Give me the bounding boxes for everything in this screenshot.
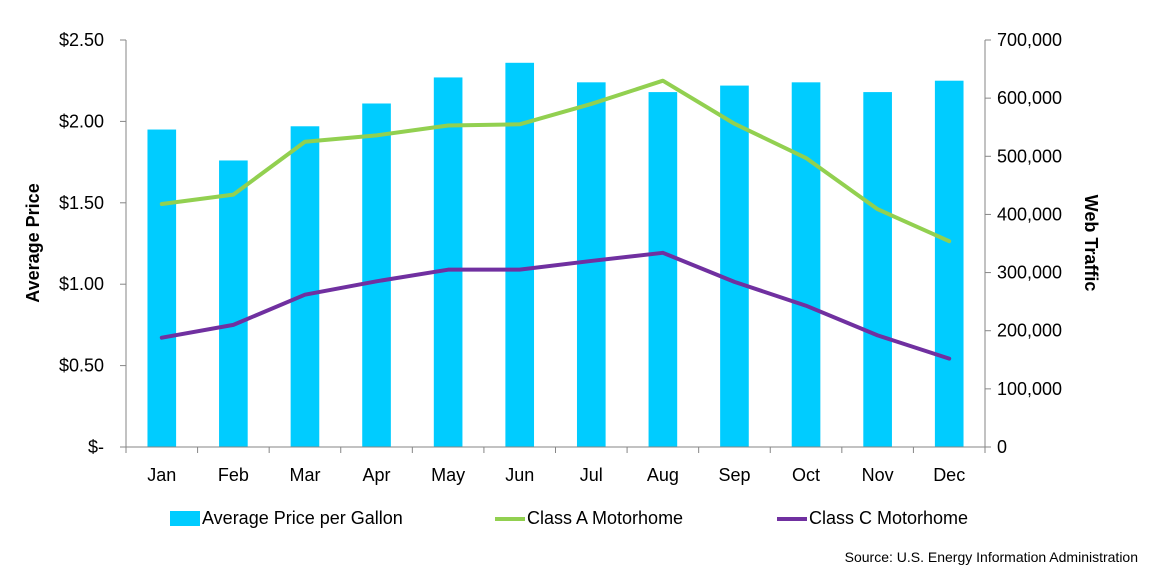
source-note: Source: U.S. Energy Information Administ…: [844, 549, 1138, 565]
axes-group: [120, 39, 991, 453]
y2-tick-label: 600,000: [997, 88, 1062, 108]
y2-tick-label: 100,000: [997, 379, 1062, 399]
y2-tick-label: 700,000: [997, 30, 1062, 50]
y2-tick-label: 0: [997, 437, 1007, 457]
legend-item-class-c: Class C Motorhome: [777, 508, 968, 529]
y2-tick-label: 500,000: [997, 146, 1062, 166]
bar-dec: [934, 80, 964, 447]
legend-label-price: Average Price per Gallon: [202, 508, 403, 528]
y-tick-label: $2.00: [59, 111, 104, 131]
legend-label-class-c: Class C Motorhome: [809, 508, 969, 528]
legend-swatch-class-a: [495, 516, 525, 521]
x-tick-label: Sep: [718, 465, 750, 485]
y2-tick-label: 200,000: [997, 321, 1062, 341]
y2-tick-label: 400,000: [997, 204, 1062, 224]
y-tick-label: $0.50: [59, 356, 104, 376]
bar-nov: [863, 92, 892, 447]
x-tick-label: Feb: [218, 465, 249, 485]
x-tick-label: Jul: [580, 465, 603, 485]
legend-label-class-a: Class A Motorhome: [527, 508, 684, 528]
bar-feb: [219, 160, 248, 448]
y-tick-label: $-: [88, 437, 104, 457]
bar-sep: [720, 85, 749, 448]
legend-swatch-class-c: [777, 516, 807, 521]
x-tick-label: Dec: [933, 465, 965, 485]
legend-item-price: Average Price per Gallon: [170, 508, 403, 529]
x-tick-label: Mar: [289, 465, 320, 485]
y-tick-label: $1.50: [59, 193, 104, 213]
y2-axis-title: Web Traffic: [1081, 195, 1101, 292]
bar-jul: [576, 82, 606, 447]
labels-group: $- $0.50 $1.00 $1.50 $2.00 $2.50 0 100,000 200,0…: [59, 30, 1062, 485]
bar-oct: [791, 82, 821, 447]
x-tick-label: Apr: [363, 465, 391, 485]
bar-apr: [362, 103, 391, 447]
legend-item-class-a: Class A Motorhome: [495, 508, 683, 529]
bars-group: [147, 62, 964, 448]
x-tick-label: Oct: [792, 465, 820, 485]
y-tick-label: $1.00: [59, 274, 104, 294]
lines-group: [159, 78, 952, 361]
x-tick-label: Nov: [862, 465, 894, 485]
y-axis-title: Average Price: [23, 183, 43, 302]
line-class-a-motorhome: [159, 78, 952, 244]
bar-jun: [505, 62, 535, 448]
bar-jan: [147, 129, 177, 448]
bar-aug: [648, 92, 678, 447]
y2-tick-label: 300,000: [997, 263, 1062, 283]
line-class-c-motorhome: [159, 250, 952, 361]
y-tick-label: $2.50: [59, 30, 104, 50]
x-tick-label: Jan: [147, 465, 176, 485]
x-tick-label: Aug: [647, 465, 679, 485]
bar-mar: [290, 126, 320, 447]
x-tick-label: Jun: [505, 465, 534, 485]
x-tick-label: May: [431, 465, 465, 485]
bar-may: [433, 77, 463, 447]
legend: Average Price per Gallon Class A Motorho…: [0, 508, 1150, 536]
legend-swatch-price: [170, 511, 200, 526]
chart: $- $0.50 $1.00 $1.50 $2.00 $2.50 0 100,000 200,0…: [23, 30, 1101, 485]
